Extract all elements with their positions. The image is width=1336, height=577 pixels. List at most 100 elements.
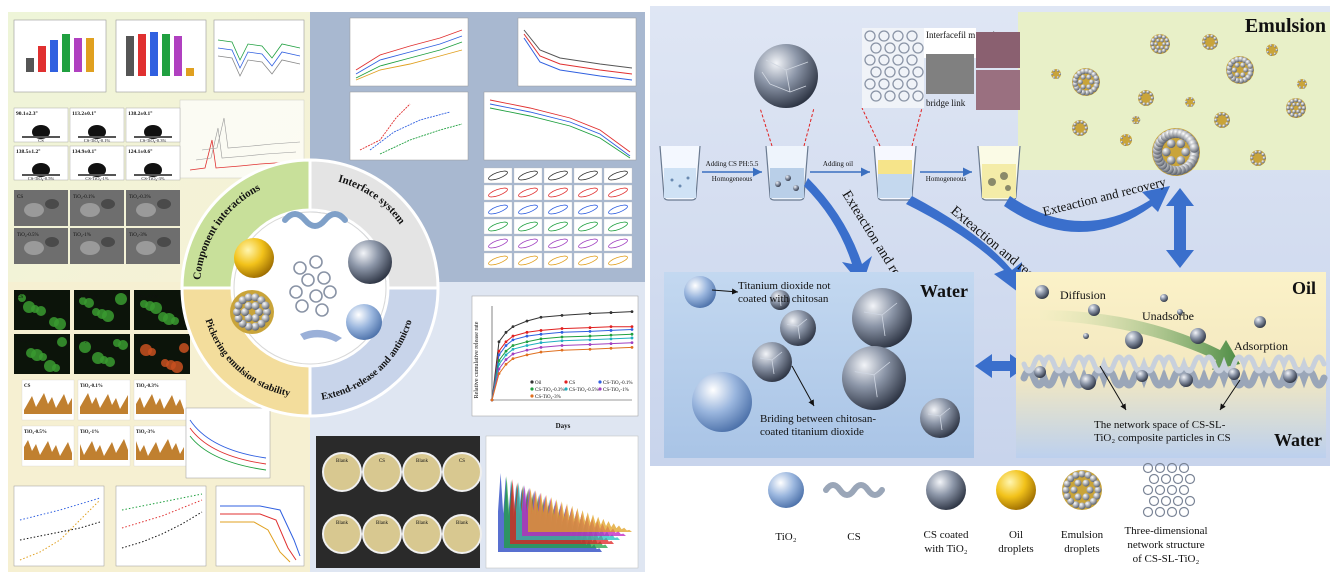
release-legend-marker	[564, 387, 568, 391]
spectrum-series-5	[528, 488, 632, 532]
cs-tio2-sphere-icon	[348, 240, 392, 284]
contact-angle-label: CS-TiO₂-0.5%	[28, 176, 55, 181]
lissajous-loop	[608, 204, 628, 215]
water-drop	[144, 125, 162, 139]
water-drop	[88, 163, 106, 177]
beaker-4	[977, 145, 1021, 201]
legend-label: Oil	[1009, 529, 1023, 541]
release-chart: Relative cumulative release rate Days Oi…	[471, 295, 639, 430]
zoom-cs-tio2-sphere	[754, 44, 818, 108]
release-ylabel: Relative cumulative release rate	[474, 321, 480, 398]
release-point	[588, 347, 592, 351]
lissajous-loop	[488, 255, 508, 266]
lissajous-loop	[518, 238, 538, 249]
release-point	[525, 334, 529, 338]
release-series-3	[491, 333, 633, 401]
lissajous-loop	[518, 204, 538, 215]
release-legend-marker	[598, 380, 602, 384]
legend-label: with TiO₂	[924, 543, 967, 555]
contact-angle-label: CS-TiO₂-3%	[141, 176, 164, 181]
legend-tio2-icon	[768, 472, 804, 508]
release-point	[539, 345, 543, 349]
beaker-3	[873, 145, 917, 201]
release-point	[539, 337, 543, 341]
arrow-to-oil	[906, 196, 1022, 292]
free-particle	[1083, 333, 1089, 339]
arrow-to-water	[804, 178, 872, 286]
oil-droplet-icon	[234, 238, 274, 278]
micro-inset-2	[976, 70, 1020, 110]
release-series-4	[491, 337, 633, 401]
release-series-2	[491, 329, 633, 401]
lissajous-loop	[578, 204, 598, 215]
release-legend-entry: CS-TiO₂-0.3%	[535, 388, 564, 393]
release-point	[525, 344, 529, 347]
release-point	[609, 346, 613, 350]
legend-oil-icon	[996, 470, 1036, 510]
confocal-label: CS	[17, 295, 23, 300]
petri-dish	[442, 514, 482, 554]
lissajous-loop	[578, 255, 598, 266]
release-point	[525, 348, 529, 352]
water-drop	[32, 163, 50, 177]
free-particle	[1160, 294, 1168, 302]
release-point	[504, 349, 508, 353]
emulsion-droplets	[1050, 34, 1308, 176]
lissajous-loop	[548, 221, 568, 232]
release-point	[511, 357, 515, 361]
confocal-label: TiO₂-0.3%	[137, 295, 159, 300]
petri-dish	[362, 452, 402, 492]
release-series-5	[491, 342, 633, 401]
plate-label: Blank	[456, 521, 468, 526]
lissajous-loop	[488, 170, 508, 181]
release-point	[630, 328, 634, 331]
release-point	[630, 336, 634, 340]
sem-label: TiO₂-1%	[73, 233, 91, 238]
oil-adsorption: Adsorption	[1234, 339, 1288, 353]
sem-label: TiO₂-0.1%	[73, 195, 95, 200]
release-point	[497, 349, 501, 353]
plate-label: Blank	[416, 521, 428, 526]
release-legend-marker	[530, 394, 534, 398]
callout1-bg	[924, 28, 976, 58]
beaker-1	[659, 145, 701, 201]
release-point	[630, 345, 634, 349]
emulsion-droplet	[1286, 98, 1306, 118]
legend-label: CS coated	[924, 529, 969, 541]
contact-angle-label: CS-TiO₂-0.3%	[140, 138, 167, 143]
release-legend-marker	[598, 387, 602, 391]
free-particle	[1254, 316, 1266, 328]
vertical-double-arrow	[1166, 188, 1194, 268]
release-point	[609, 325, 613, 329]
oil-network-chain	[1020, 354, 1328, 390]
release-point	[560, 344, 564, 347]
release-point	[504, 353, 508, 357]
lissajous-loop	[518, 170, 538, 181]
release-point	[588, 312, 592, 315]
release-point	[630, 341, 634, 345]
petri-dish	[402, 514, 442, 554]
bar-chart-1	[13, 19, 107, 93]
release-legend-marker	[530, 380, 534, 384]
callout1-label: Interfacefil m coati ng	[926, 30, 1007, 40]
plate-label: Blank	[416, 459, 428, 464]
bar-chart-2	[115, 19, 207, 93]
sem-label: TiO₂-3%	[129, 233, 147, 238]
emulsion-title: Emulsion	[1245, 15, 1326, 37]
release-point	[497, 362, 501, 366]
contact-angle-grid: 90.1±2.3° CS 113.2±0.1° CS-TiO₂-0.1% 138.2±0…	[13, 107, 181, 181]
afm-label: TiO₂-3%	[136, 430, 155, 435]
beaker-2	[765, 145, 809, 201]
chitosan-strand-2	[1021, 354, 1327, 374]
petri-dish	[322, 514, 362, 554]
tio2-icon	[346, 304, 382, 340]
oil-water-label: Water	[1274, 430, 1322, 450]
release-point	[609, 329, 613, 332]
release-point	[539, 315, 543, 319]
release-series-6	[491, 346, 633, 401]
water-note1: Titanium dioxide not coated with chitosan	[738, 280, 831, 305]
afm-label: TiO₂-0.3%	[136, 384, 159, 389]
viscosity-chart	[185, 407, 271, 479]
legend: TiO₂ CS CS coated with TiO₂ Oil droplets Emuls…	[768, 462, 1208, 565]
lissajous-loop	[488, 187, 508, 198]
